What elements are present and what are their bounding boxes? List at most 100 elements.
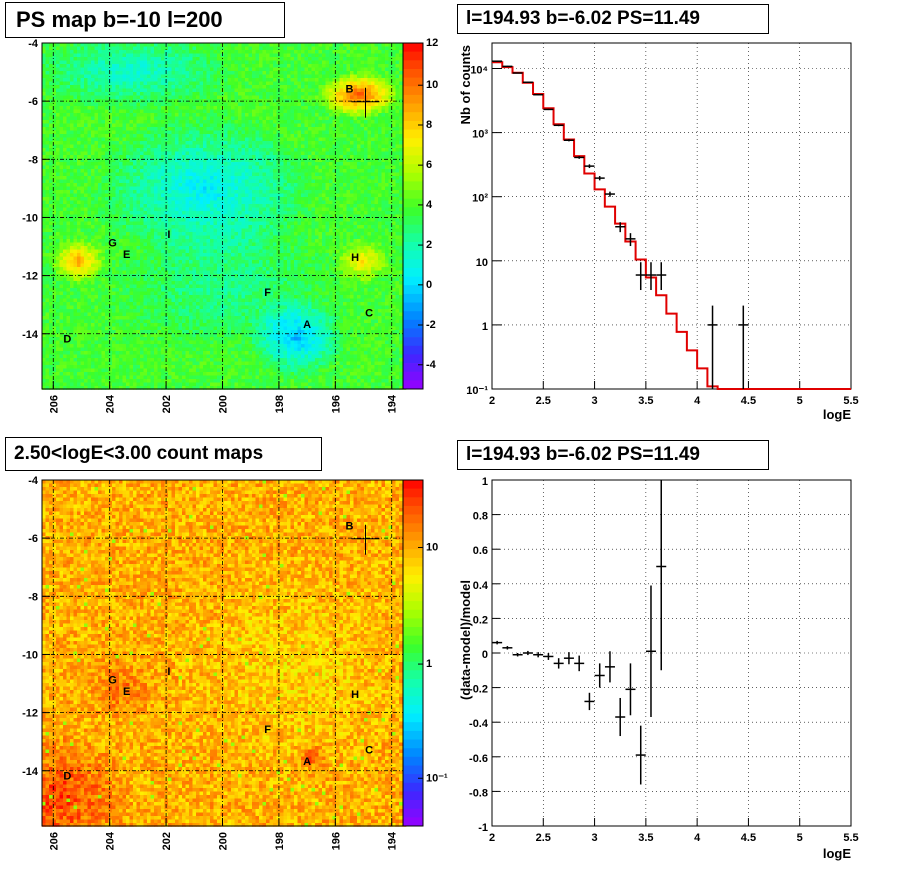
map1-cell <box>150 298 155 303</box>
map1-cell <box>101 260 106 264</box>
map1-cell <box>122 190 127 194</box>
map1-cell <box>178 249 183 254</box>
map1-cell <box>84 379 88 383</box>
map1-cell <box>70 358 74 362</box>
map1-cell <box>192 137 197 142</box>
map1-cell <box>154 344 158 348</box>
map1-cell <box>171 365 176 369</box>
map1-cell <box>115 365 120 369</box>
map1-cell <box>122 186 127 191</box>
map1-cell <box>140 64 144 68</box>
map1-cell <box>154 326 158 331</box>
map1-cell <box>101 144 106 149</box>
map1-cell <box>140 46 144 51</box>
map1-cell <box>84 134 88 138</box>
map1-cell <box>91 344 95 348</box>
map1-cell <box>196 200 200 205</box>
map1-cell <box>192 298 197 303</box>
map1-cell <box>182 95 186 100</box>
map1-cell <box>171 190 176 194</box>
map1-cell <box>112 169 116 173</box>
map1-cell <box>52 344 57 348</box>
map1-cell <box>119 281 123 285</box>
map1-cell <box>182 386 186 390</box>
map1-cell <box>98 340 102 345</box>
map1-cell <box>112 64 116 68</box>
map1-title: PS map b=-10 l=200 <box>5 2 285 38</box>
map1-cell <box>136 60 141 65</box>
map1-cell <box>157 169 162 173</box>
map1-cell <box>143 204 148 208</box>
map1-cell <box>49 43 53 47</box>
map1-cell <box>178 116 183 121</box>
map1-cell <box>98 249 102 254</box>
map1-cell <box>84 46 88 51</box>
map1-cell <box>154 155 158 159</box>
map1-cell <box>112 218 116 222</box>
map1-cell <box>87 365 92 369</box>
map1-cell <box>150 235 155 240</box>
map1-cell <box>80 162 85 166</box>
map1-cell <box>101 295 106 299</box>
map1-cell <box>178 158 183 163</box>
map1-cell <box>94 379 99 383</box>
map1-cell <box>178 256 183 261</box>
map1-cell <box>77 298 81 303</box>
map1-cell <box>136 134 141 138</box>
map1-cell <box>157 337 162 341</box>
map1-cell <box>196 337 200 341</box>
map1-cell <box>126 246 130 250</box>
map1-cell <box>147 221 151 226</box>
map1-cell <box>203 67 207 72</box>
map1-cell <box>192 386 197 390</box>
map1-cell <box>112 330 116 334</box>
map1-cell <box>182 351 186 355</box>
map1-cell <box>49 158 53 163</box>
map1-cell <box>87 162 92 166</box>
map1-cell <box>175 305 179 310</box>
map1-cell <box>87 277 92 282</box>
map1-cell <box>84 197 88 201</box>
map2-title: 2.50<logE<3.00 count maps <box>5 437 322 471</box>
map1-cell <box>150 232 155 236</box>
map1-cell <box>171 92 176 96</box>
map1-cell <box>84 85 88 89</box>
map1-cell <box>77 183 81 187</box>
map1-cell <box>175 253 179 257</box>
map1-cell <box>77 95 81 100</box>
map1-cell <box>105 95 109 100</box>
map1-cell <box>150 134 155 138</box>
map1-cell <box>210 267 214 271</box>
map1-cell <box>77 141 81 145</box>
map1-cell <box>42 130 46 135</box>
map1-cell <box>178 92 183 96</box>
map1-cell <box>178 74 183 79</box>
map1-cell <box>217 95 221 100</box>
map1-cell <box>87 211 92 215</box>
map1-cell <box>70 288 74 292</box>
map1-cell <box>108 116 113 121</box>
map1-cell <box>136 78 141 82</box>
map1-cell <box>175 354 179 359</box>
map1-cell <box>175 179 179 184</box>
map1-cell <box>105 221 109 226</box>
map1-cell <box>77 291 81 296</box>
map1-cell <box>73 323 78 327</box>
map1-cell <box>147 295 151 299</box>
map1-cell <box>161 158 165 163</box>
map1-cell <box>101 57 106 61</box>
map1-cell <box>63 323 67 327</box>
map1-cell <box>80 361 85 366</box>
map1-cell <box>59 337 64 341</box>
map1-cell <box>80 249 85 254</box>
map1-cell <box>77 249 81 254</box>
map1-cell <box>164 176 169 180</box>
map1-cell <box>206 102 211 107</box>
map1-cell <box>136 193 141 198</box>
map1-cell <box>203 358 207 362</box>
map1-cell <box>98 43 102 47</box>
map1-cell <box>126 190 130 194</box>
map1-cell <box>52 256 57 261</box>
map1-cell <box>80 200 85 205</box>
map1-cell <box>101 253 106 257</box>
